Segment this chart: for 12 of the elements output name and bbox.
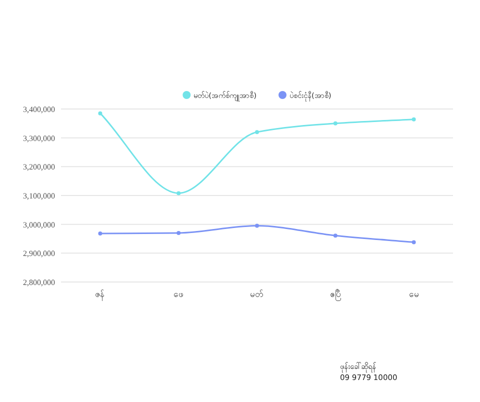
xtick-label: ဧပြီ — [330, 290, 341, 300]
xtick-label: ဇန် — [95, 290, 106, 300]
xtick-label: မေ — [408, 290, 419, 300]
ytick-label: 3,300,000 — [23, 134, 55, 143]
xtick-label: မတ် — [250, 290, 264, 300]
ytick-label: 3,200,000 — [23, 162, 55, 172]
ytick-label: 3,000,000 — [23, 220, 55, 230]
ytick-label: 2,900,000 — [23, 249, 55, 258]
xtick-label: ဖေ — [174, 290, 184, 300]
ytick-label: 2,800,000 — [23, 278, 55, 287]
ytick-label: 3,100,000 — [23, 192, 55, 200]
ytick-label: 3,400,000 — [23, 105, 55, 114]
